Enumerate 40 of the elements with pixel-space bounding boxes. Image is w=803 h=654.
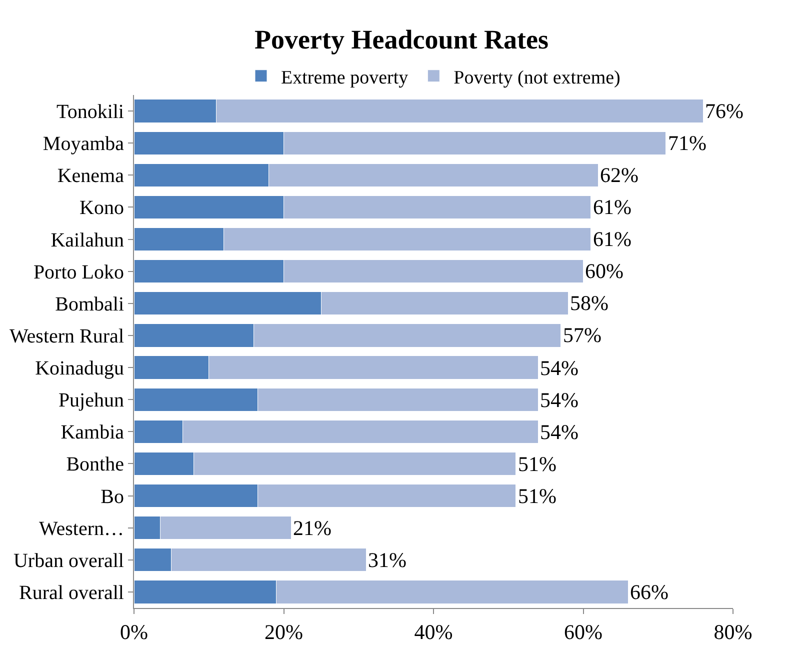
x-tick-label: 80% [714, 620, 752, 644]
x-tick-label: 40% [414, 620, 453, 644]
total-label: 66% [630, 580, 668, 604]
y-tick-label: Rural overall [19, 582, 124, 604]
y-tick-label: Pujehun [58, 390, 124, 412]
total-label: 51% [518, 452, 556, 476]
total-label: 21% [293, 516, 332, 540]
total-label: 76% [705, 99, 744, 123]
total-label: 54% [540, 356, 578, 380]
total-label: 71% [668, 131, 706, 155]
total-label: 60% [585, 259, 624, 283]
total-label: 54% [540, 420, 578, 444]
y-tick-label: Bonthe [66, 454, 124, 476]
legend-label: Poverty (not extreme) [454, 67, 620, 88]
total-label: 57% [563, 323, 602, 347]
y-tick-label: Urban overall [13, 550, 124, 572]
y-tick-label: Western Rural [10, 325, 124, 348]
x-tick-label: 60% [564, 620, 602, 644]
y-tick-label: Porto Loko [33, 261, 124, 284]
x-tick-label: 20% [264, 620, 303, 644]
y-tick-label: Tonokili [56, 101, 124, 124]
y-tick-label: Kailahun [50, 229, 124, 252]
total-label: 61% [593, 227, 632, 251]
y-tick-label: Bo [100, 486, 124, 508]
y-tick-label: Western… [38, 518, 124, 540]
y-tick-label: Kono [80, 197, 124, 220]
y-tick-label: Kambia [60, 422, 124, 444]
legend-label: Extreme poverty [281, 67, 409, 88]
x-tick-label: 0% [120, 620, 148, 644]
y-tick-label: Kenema [57, 165, 124, 188]
y-tick-label: Bombali [55, 293, 124, 316]
total-label: 51% [518, 484, 556, 508]
total-label: 31% [368, 548, 406, 572]
y-tick-label: Moyamba [42, 133, 124, 156]
chart-title: Poverty Headcount Rates [254, 24, 548, 54]
total-label: 58% [570, 291, 608, 315]
total-label: 61% [593, 195, 632, 219]
total-label: 54% [540, 388, 578, 412]
y-tick-label: Koinadugu [35, 358, 124, 380]
total-label: 62% [600, 163, 638, 187]
